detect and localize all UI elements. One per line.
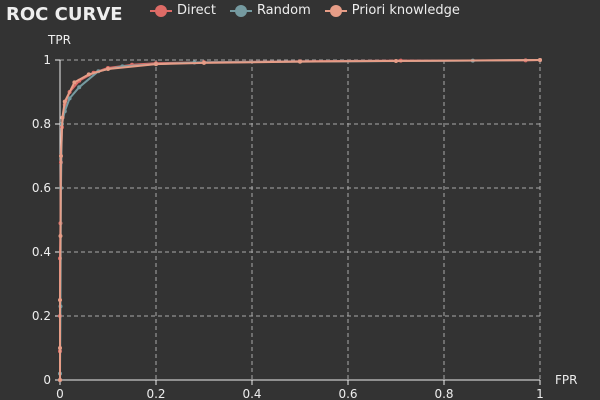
- x-tick-label: 1: [536, 387, 544, 400]
- series-priori-knowledge: [58, 58, 542, 382]
- y-tick-label: 0.4: [32, 245, 51, 259]
- data-point-priori-knowledge[interactable]: [60, 115, 65, 120]
- y-axis-label: TPR: [47, 33, 71, 47]
- series-line-direct: [59, 59, 541, 380]
- y-tick-label: 0: [43, 373, 51, 387]
- x-axis-label: FPR: [555, 373, 577, 387]
- data-point-priori-knowledge[interactable]: [58, 346, 62, 350]
- legend-label-random: Random: [256, 3, 311, 18]
- y-tick-label: 1: [43, 53, 51, 67]
- data-point-random[interactable]: [77, 85, 82, 90]
- x-tick-label: 0.4: [242, 387, 261, 400]
- legend-item-priori-knowledge[interactable]: Priori knowledge: [324, 3, 460, 18]
- data-point-priori-knowledge[interactable]: [58, 234, 63, 238]
- data-point-priori-knowledge[interactable]: [202, 60, 206, 65]
- series-group: [58, 58, 542, 382]
- x-tick-label: 0.6: [338, 387, 357, 400]
- legend-swatch-priori-knowledge: [324, 4, 347, 18]
- data-point-priori-knowledge[interactable]: [106, 66, 110, 71]
- axes: 0 0.2 0.4 0.6 0.8 1 0 0.2 0.4 0.6 0.8 1: [32, 53, 544, 400]
- series-direct: [58, 58, 542, 382]
- legend: Direct Random Priori knowledge: [150, 3, 460, 18]
- data-point-priori-knowledge[interactable]: [58, 154, 63, 158]
- grid: [60, 59, 541, 380]
- y-tick-label: 0.2: [32, 309, 51, 323]
- data-point-priori-knowledge[interactable]: [72, 80, 77, 85]
- x-tick-label: 0.2: [146, 387, 165, 400]
- x-tick-label: 0: [56, 387, 64, 400]
- chart-title: ROC CURVE: [6, 4, 123, 25]
- data-point-priori-knowledge[interactable]: [298, 59, 302, 64]
- legend-label-priori-knowledge: Priori knowledge: [351, 3, 460, 18]
- series-line-random: [59, 59, 541, 380]
- legend-item-direct[interactable]: Direct: [150, 3, 216, 18]
- data-point-priori-knowledge[interactable]: [538, 58, 542, 62]
- legend-swatch-random: [229, 4, 252, 18]
- legend-item-random[interactable]: Random: [229, 3, 311, 18]
- data-point-priori-knowledge[interactable]: [62, 99, 67, 104]
- legend-swatch-direct: [150, 4, 172, 18]
- series-line-priori-knowledge: [59, 59, 541, 380]
- data-point-priori-knowledge[interactable]: [394, 58, 398, 63]
- x-tick-label: 0.8: [434, 387, 453, 400]
- data-point-priori-knowledge[interactable]: [58, 378, 62, 382]
- data-point-priori-knowledge[interactable]: [58, 298, 62, 302]
- y-tick-label: 0.6: [32, 181, 51, 195]
- data-point-random[interactable]: [67, 96, 72, 101]
- legend-label-direct: Direct: [177, 3, 216, 18]
- series-random: [58, 58, 542, 382]
- data-point-priori-knowledge[interactable]: [86, 72, 91, 77]
- data-point-priori-knowledge[interactable]: [154, 62, 158, 67]
- y-tick-label: 0.8: [32, 117, 51, 131]
